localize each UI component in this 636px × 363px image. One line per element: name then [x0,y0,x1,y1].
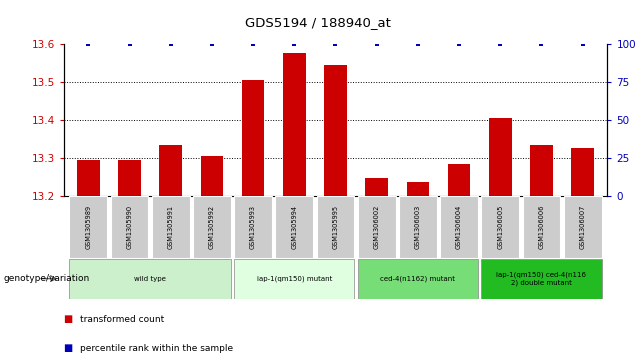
FancyBboxPatch shape [481,258,602,299]
Bar [406,182,429,196]
Text: GSM1306007: GSM1306007 [579,205,586,249]
Bar [160,144,182,196]
Text: iap-1(qm150) ced-4(n116
2) double mutant: iap-1(qm150) ced-4(n116 2) double mutant [497,272,586,286]
Text: GSM1306003: GSM1306003 [415,205,421,249]
Text: GSM1306005: GSM1306005 [497,205,503,249]
Bar [489,118,511,196]
Bar [77,160,100,196]
Text: genotype/variation: genotype/variation [3,274,90,283]
FancyBboxPatch shape [152,196,190,258]
FancyBboxPatch shape [234,258,354,299]
Bar [200,156,223,196]
FancyBboxPatch shape [563,196,602,258]
FancyBboxPatch shape [111,196,148,258]
Bar [324,65,347,196]
Text: iap-1(qm150) mutant: iap-1(qm150) mutant [256,276,332,282]
Text: GSM1305990: GSM1305990 [127,205,132,249]
Bar [365,178,388,196]
Bar [448,164,471,196]
Text: GSM1305991: GSM1305991 [168,205,174,249]
Text: GSM1305994: GSM1305994 [291,205,297,249]
Bar [571,148,594,196]
FancyBboxPatch shape [193,196,231,258]
Text: GSM1306006: GSM1306006 [539,205,544,249]
FancyBboxPatch shape [357,258,478,299]
FancyBboxPatch shape [317,196,354,258]
Text: GSM1305995: GSM1305995 [333,205,338,249]
FancyBboxPatch shape [69,196,107,258]
Bar [118,160,141,196]
Text: transformed count: transformed count [80,315,163,324]
FancyBboxPatch shape [69,258,231,299]
Text: GSM1305993: GSM1305993 [250,205,256,249]
Text: GSM1306004: GSM1306004 [456,205,462,249]
Text: GSM1305989: GSM1305989 [85,205,92,249]
Text: ced-4(n1162) mutant: ced-4(n1162) mutant [380,276,455,282]
Bar [242,80,265,196]
FancyBboxPatch shape [234,196,272,258]
Text: ■: ■ [64,343,73,354]
Bar [283,53,306,196]
Text: percentile rank within the sample: percentile rank within the sample [80,344,233,353]
FancyBboxPatch shape [440,196,478,258]
Text: GDS5194 / 188940_at: GDS5194 / 188940_at [245,16,391,29]
Text: GSM1306002: GSM1306002 [374,205,380,249]
Text: wild type: wild type [134,276,166,282]
FancyBboxPatch shape [399,196,437,258]
Text: GSM1305992: GSM1305992 [209,205,215,249]
Bar [530,144,553,196]
FancyBboxPatch shape [481,196,519,258]
FancyBboxPatch shape [357,196,396,258]
FancyBboxPatch shape [275,196,314,258]
Text: ■: ■ [64,314,73,325]
FancyBboxPatch shape [523,196,560,258]
